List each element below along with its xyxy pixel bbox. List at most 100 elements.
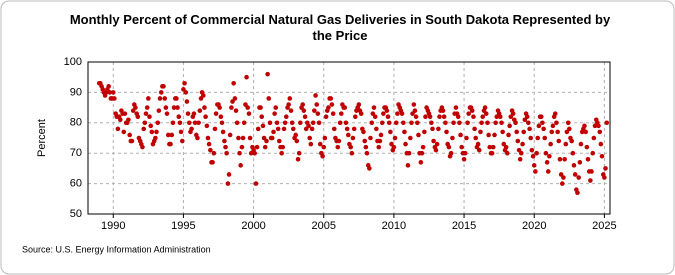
point bbox=[462, 150, 468, 156]
point bbox=[237, 150, 242, 156]
point bbox=[273, 105, 279, 110]
point bbox=[133, 105, 138, 110]
point bbox=[290, 126, 296, 132]
point bbox=[540, 120, 545, 126]
point bbox=[556, 138, 562, 144]
point bbox=[510, 111, 516, 116]
point bbox=[458, 132, 463, 138]
point bbox=[547, 153, 552, 159]
point bbox=[135, 114, 141, 120]
point bbox=[555, 129, 560, 135]
point bbox=[210, 160, 215, 165]
point bbox=[143, 111, 149, 116]
point bbox=[475, 141, 481, 147]
point bbox=[418, 160, 424, 165]
point bbox=[161, 84, 166, 89]
plot-border bbox=[87, 61, 611, 215]
point bbox=[538, 114, 544, 120]
point bbox=[306, 123, 311, 129]
point bbox=[513, 120, 518, 126]
point bbox=[443, 120, 448, 126]
plot-area bbox=[88, 62, 610, 214]
point bbox=[399, 111, 405, 116]
point bbox=[453, 105, 459, 110]
point bbox=[485, 120, 490, 126]
point bbox=[466, 111, 471, 116]
point bbox=[321, 144, 327, 150]
x-tick-label: 2005 bbox=[311, 220, 335, 232]
point bbox=[220, 129, 226, 135]
point bbox=[545, 169, 551, 174]
point bbox=[189, 126, 194, 132]
point bbox=[271, 129, 276, 135]
point bbox=[521, 129, 527, 135]
point bbox=[326, 105, 331, 110]
point bbox=[455, 114, 461, 120]
point bbox=[472, 126, 477, 132]
point bbox=[234, 120, 240, 126]
point bbox=[411, 102, 417, 107]
point bbox=[492, 132, 497, 138]
point bbox=[349, 150, 355, 156]
point bbox=[569, 138, 574, 144]
point bbox=[444, 129, 449, 135]
point bbox=[157, 96, 163, 101]
point bbox=[393, 120, 399, 126]
point bbox=[309, 126, 315, 132]
point bbox=[163, 105, 169, 110]
point bbox=[296, 150, 302, 156]
x-tick-label: 2015 bbox=[452, 220, 476, 232]
point bbox=[126, 117, 131, 123]
point bbox=[534, 150, 539, 156]
point bbox=[582, 123, 587, 129]
point bbox=[320, 153, 325, 159]
point bbox=[148, 123, 154, 129]
point bbox=[478, 129, 483, 135]
y-axis-label: Percent bbox=[36, 119, 48, 157]
point bbox=[528, 135, 534, 141]
point bbox=[384, 108, 390, 113]
point bbox=[308, 141, 314, 147]
point bbox=[262, 144, 268, 150]
point bbox=[489, 150, 495, 156]
point bbox=[282, 120, 288, 126]
point bbox=[191, 111, 197, 116]
point bbox=[231, 80, 236, 86]
point bbox=[451, 120, 456, 126]
point bbox=[362, 138, 368, 144]
point bbox=[363, 144, 369, 150]
point bbox=[279, 150, 284, 156]
point bbox=[185, 111, 191, 116]
point bbox=[392, 135, 398, 141]
point bbox=[583, 129, 589, 135]
point bbox=[548, 141, 553, 147]
y-tick-label: 100 bbox=[64, 56, 82, 68]
point bbox=[585, 156, 591, 162]
point bbox=[343, 120, 349, 126]
point bbox=[162, 96, 168, 101]
point bbox=[367, 166, 372, 171]
point bbox=[590, 150, 596, 156]
point bbox=[127, 132, 132, 138]
point bbox=[253, 181, 259, 186]
point bbox=[316, 120, 322, 126]
point bbox=[412, 108, 418, 113]
point bbox=[436, 126, 441, 132]
point bbox=[293, 132, 298, 138]
point bbox=[252, 150, 258, 156]
point bbox=[403, 141, 408, 147]
point bbox=[524, 114, 530, 120]
point bbox=[433, 147, 439, 153]
point bbox=[171, 105, 177, 110]
y-tick-label: 80 bbox=[70, 117, 82, 129]
point bbox=[176, 114, 182, 120]
point bbox=[431, 138, 436, 144]
point bbox=[602, 175, 607, 180]
point bbox=[155, 120, 161, 126]
point bbox=[192, 120, 198, 126]
point bbox=[259, 114, 265, 120]
point bbox=[448, 150, 454, 156]
point bbox=[603, 166, 608, 171]
point bbox=[536, 123, 542, 129]
point bbox=[337, 120, 343, 126]
